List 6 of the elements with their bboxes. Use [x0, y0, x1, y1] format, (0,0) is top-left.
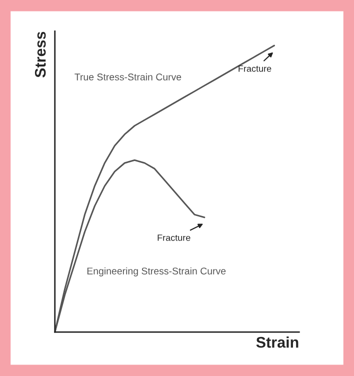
annotation: Fracture — [238, 65, 272, 72]
series-label: True Stress-Strain Curve — [74, 73, 182, 80]
series-label: Engineering Stress-Strain Curve — [87, 267, 226, 276]
annotation: Fracture — [158, 234, 190, 241]
y-axis-title: Stress — [34, 32, 46, 78]
x-axis-title: Strain — [256, 336, 298, 348]
